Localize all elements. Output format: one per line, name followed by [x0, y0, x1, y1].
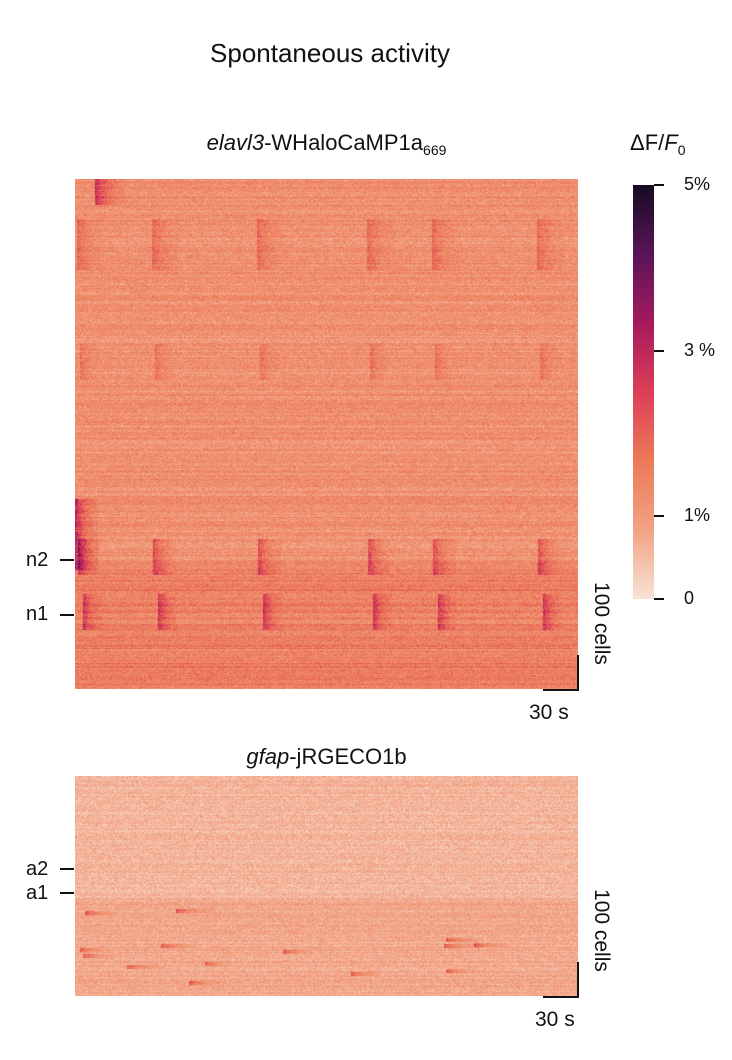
panel-1-scale-bar-vertical: [577, 655, 579, 691]
panel-1-scale-bar-y-label: 100 cells: [590, 582, 613, 665]
panel-1-scale-bar-horizontal: [543, 689, 579, 691]
colorbar-tick: [654, 349, 664, 352]
panel-1-title-gene: elavl3: [206, 130, 265, 155]
row-marker-a2-tick: [60, 868, 74, 870]
panel-1-title-subscript: 669: [423, 142, 447, 158]
row-marker-n2-tick: [60, 559, 74, 561]
colorbar-title: ΔF/F0: [630, 130, 686, 158]
colorbar-tick-label: 5%: [684, 174, 711, 194]
colorbar-tick-label: 1%: [684, 505, 711, 526]
row-marker-a1-label: a1: [26, 882, 49, 904]
colorbar-tick: [654, 598, 664, 600]
row-marker-n1-tick: [60, 614, 74, 616]
row-marker-n2-label: n2: [26, 549, 49, 571]
panel-2-title: gfap-jRGECO1b: [75, 744, 578, 770]
colorbar-title-slash: /: [658, 130, 665, 155]
row-marker-n1-label: n1: [26, 603, 49, 625]
panel-2-scale-bar-y-label: 100 cells: [590, 889, 613, 972]
panel-1-title-sensor: -WHaloCaMP1a: [264, 130, 424, 155]
colorbar-tick-label: 0: [684, 588, 695, 608]
panel-2-title-sensor: -jRGECO1b: [289, 744, 407, 769]
panel-2-scale-bar-horizontal: [543, 996, 579, 998]
colorbar-gradient: [633, 185, 654, 599]
colorbar-tick: [654, 515, 664, 518]
colorbar-title-delta: ΔF: [630, 130, 659, 155]
colorbar-tick: [654, 184, 664, 186]
panel-1-scale-bar-x-label: 30 s: [529, 701, 569, 724]
colorbar-tick-label: 3 %: [684, 339, 716, 360]
row-marker-a1-tick: [60, 892, 74, 894]
panel-2-scale-bar-x-label: 30 s: [535, 1008, 575, 1031]
astrocyte-heatmap: [75, 776, 578, 996]
neuron-heatmap: [75, 179, 578, 689]
row-marker-a2-label: a2: [26, 858, 49, 880]
figure-title: Spontaneous activity: [210, 38, 450, 68]
panel-1-title: elavl3-WHaloCaMP1a669: [75, 130, 578, 158]
colorbar-title-f: F: [664, 130, 678, 155]
panel-2-scale-bar-vertical: [577, 962, 579, 998]
panel-2-title-gene: gfap: [246, 744, 290, 769]
colorbar-title-subscript: 0: [677, 142, 686, 158]
